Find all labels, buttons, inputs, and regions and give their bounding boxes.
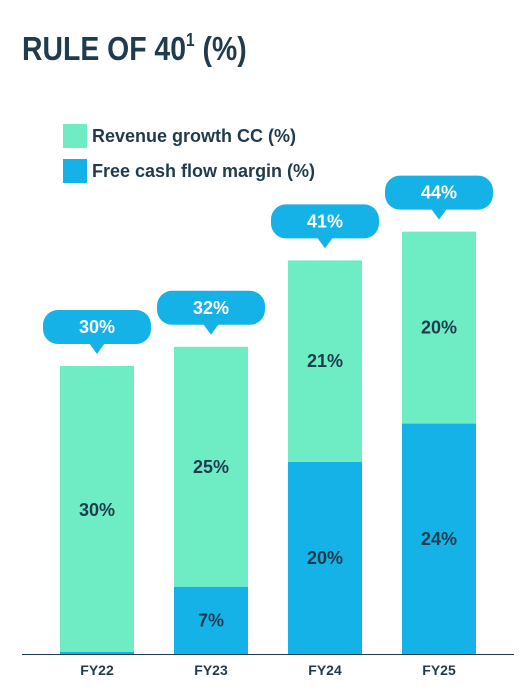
legend-swatch-revenue (63, 124, 87, 148)
bar-revenue-fy22 (60, 366, 134, 654)
total-bubble-fy22 (43, 310, 151, 344)
legend-swatch-fcf (63, 159, 87, 183)
total-label-fy24: 41% (307, 211, 343, 231)
bar-revenue-fy24 (288, 260, 362, 462)
total-label-fy22: 30% (79, 317, 115, 337)
bar-fcf-fy23 (174, 586, 248, 654)
legend-item-fcf: Free cash flow margin (%) (63, 159, 315, 183)
x-tick-label-fy22: FY22 (80, 662, 114, 678)
total-bubble-pointer-fy22 (89, 343, 105, 354)
legend-label-fcf: Free cash flow margin (%) (92, 160, 316, 181)
total-label-fy25: 44% (421, 183, 457, 203)
total-bubble-fy23 (157, 290, 265, 325)
total-bubble-pointer-fy24 (317, 237, 333, 249)
bar-revenue-fy23 (174, 346, 248, 587)
label-fcf-fy25: 24% (421, 529, 457, 549)
total-bubble-fy25 (385, 175, 493, 210)
x-tick-label-fy25: FY25 (422, 662, 456, 678)
total-bubble-pointer-fy23 (203, 323, 219, 335)
legend: Revenue growth CC (%) Free cash flow mar… (63, 124, 315, 194)
total-bubble-pointer-fy25 (431, 208, 447, 220)
chart-title: RULE OF 401 (%) (22, 30, 247, 67)
label-revenue-fy22: 30% (79, 500, 115, 520)
bar-fcf-fy25 (402, 423, 476, 654)
label-fcf-fy23: 7% (198, 610, 224, 630)
total-bubble-fy24 (271, 204, 379, 239)
bar-fcf-fy24 (288, 462, 362, 654)
legend-label-revenue: Revenue growth CC (%) (92, 125, 297, 146)
label-revenue-fy25: 20% (421, 318, 457, 338)
legend-item-revenue: Revenue growth CC (%) (63, 124, 315, 148)
x-tick-label-fy24: FY24 (308, 662, 342, 678)
bar-revenue-fy25 (402, 231, 476, 424)
label-revenue-fy24: 21% (307, 351, 343, 371)
label-revenue-fy23: 25% (193, 457, 229, 477)
bar-fcf-fy22 (60, 652, 134, 654)
x-tick-label-fy23: FY23 (194, 662, 228, 678)
total-label-fy23: 32% (193, 298, 229, 318)
label-fcf-fy24: 20% (307, 548, 343, 568)
